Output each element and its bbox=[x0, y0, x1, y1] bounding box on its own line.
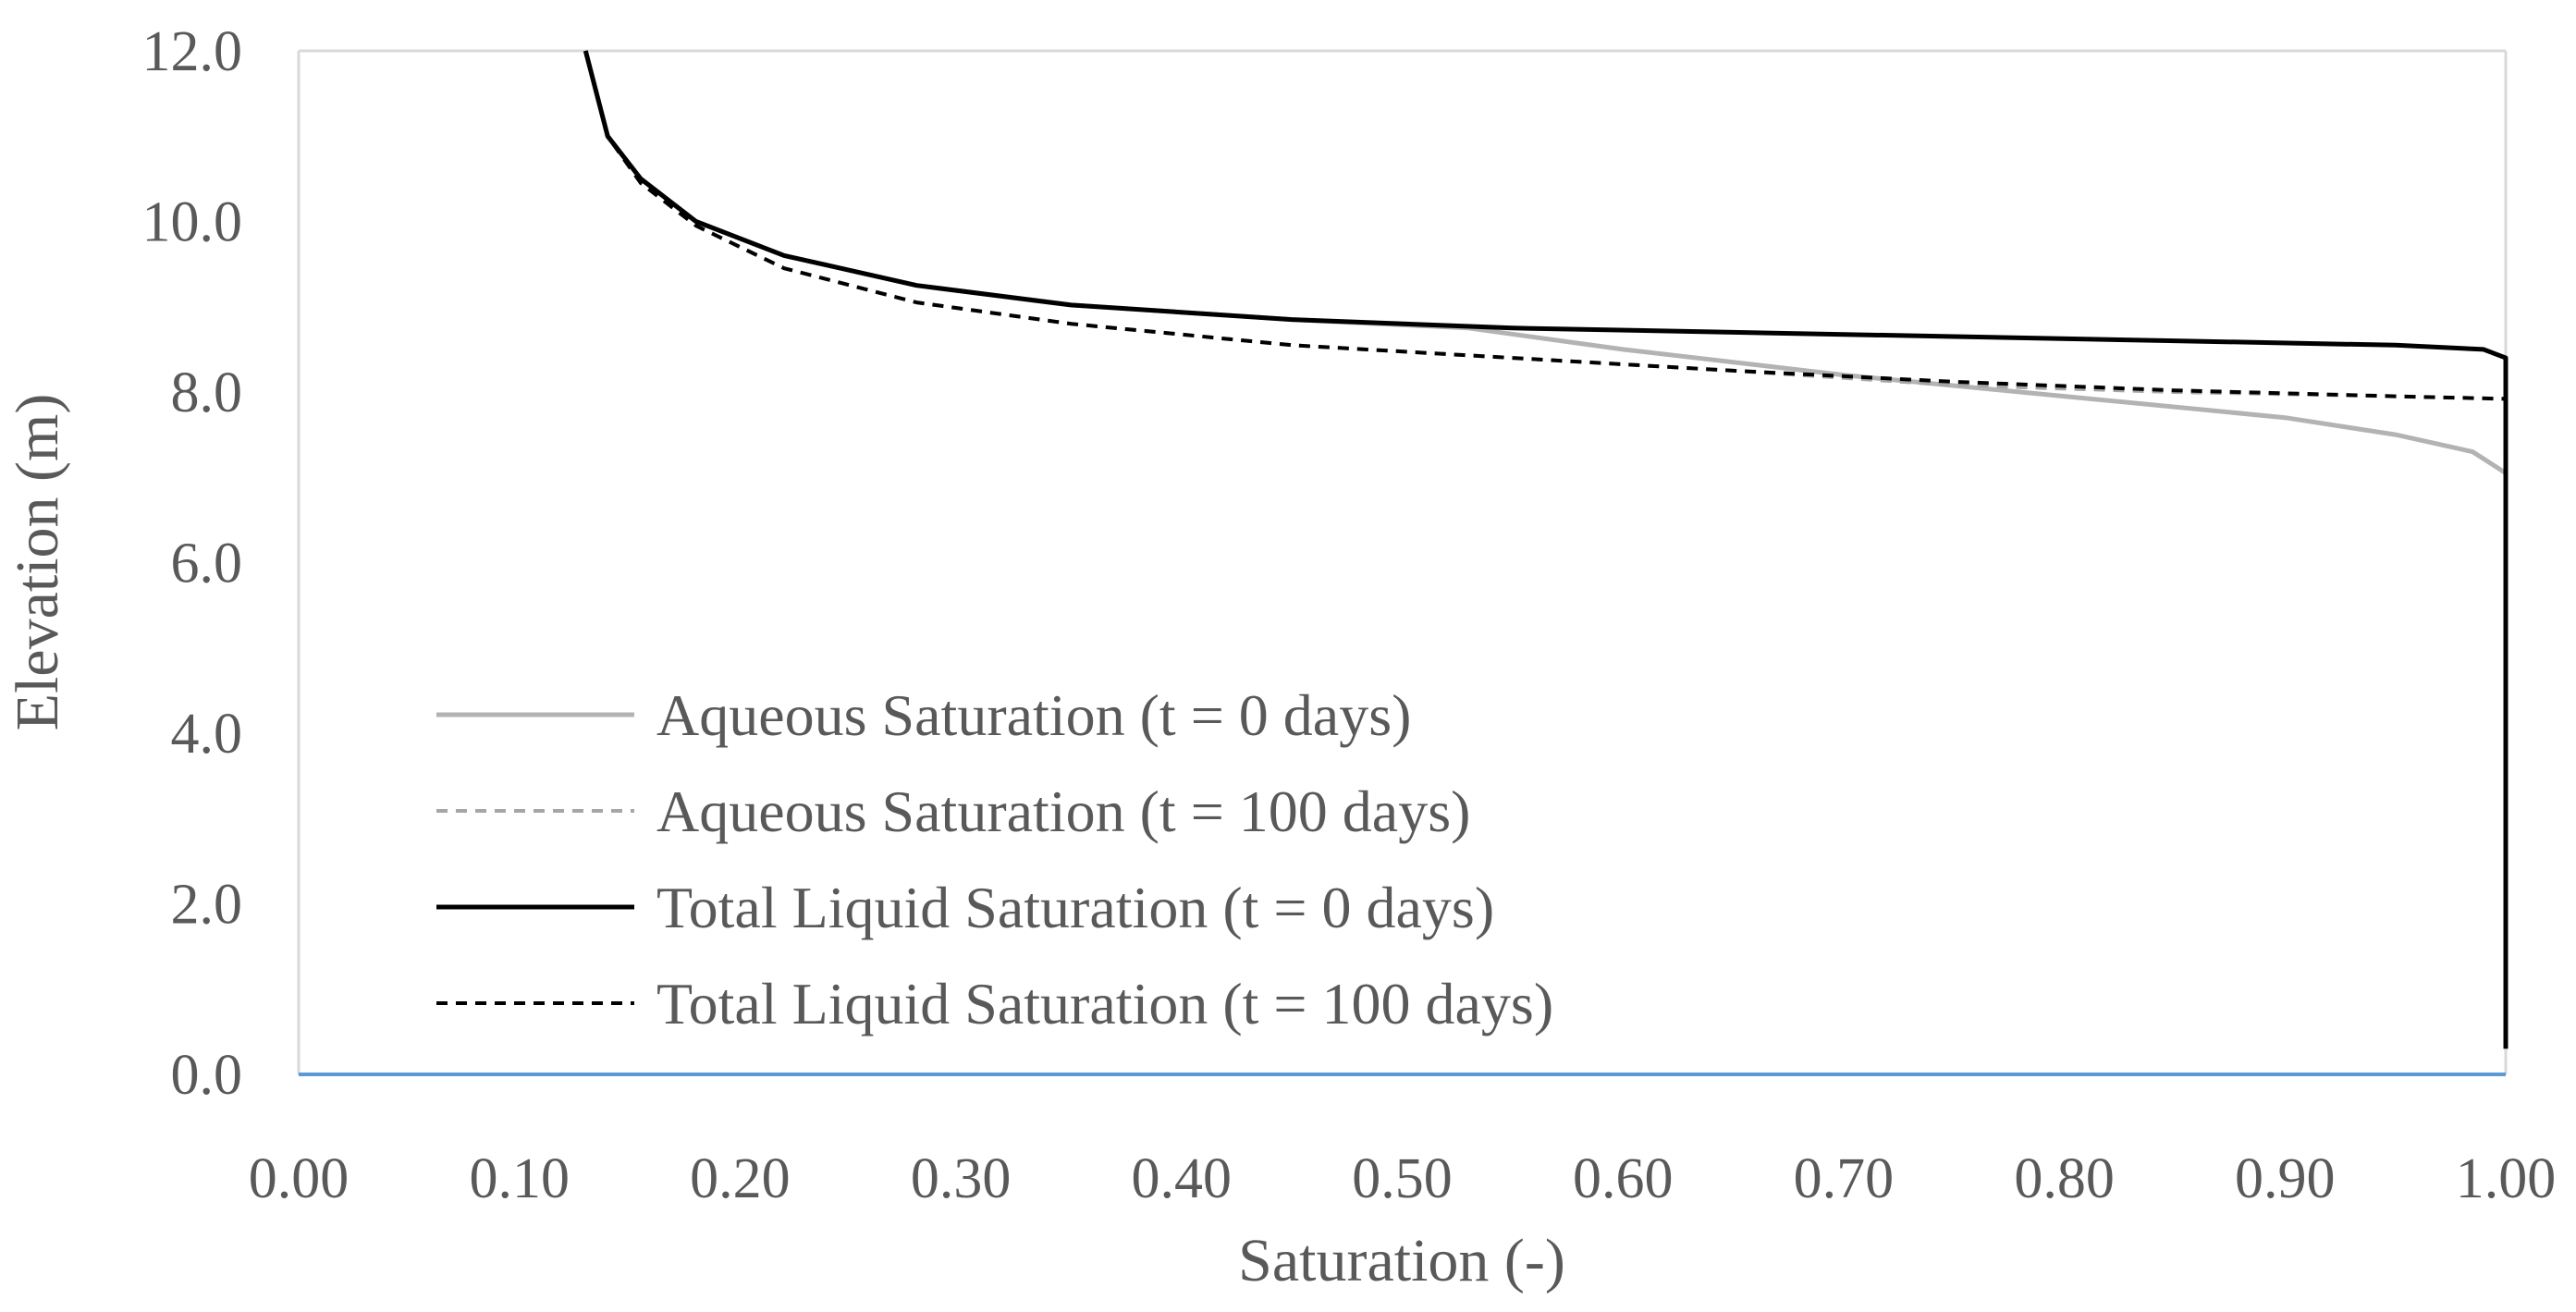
x-axis-title: Saturation (-) bbox=[1238, 1227, 1565, 1294]
series-line-4 bbox=[583, 50, 2507, 401]
y-tick-label: 12.0 bbox=[142, 20, 243, 83]
x-tick-label: 0.70 bbox=[1794, 1147, 1895, 1210]
series-layer bbox=[583, 50, 2509, 1049]
series-line-3 bbox=[583, 50, 2509, 1049]
y-tick-label: 6.0 bbox=[171, 533, 243, 595]
legend-label-4: Total Liquid Saturation (t = 100 days) bbox=[656, 971, 1553, 1036]
series-line-2 bbox=[583, 50, 2507, 401]
y-tick-label: 0.0 bbox=[171, 1044, 243, 1107]
x-tick-label: 0.90 bbox=[2235, 1147, 2336, 1210]
x-tick-label: 0.00 bbox=[249, 1147, 350, 1210]
x-tick-label: 0.50 bbox=[1352, 1147, 1453, 1210]
x-tick-label: 1.00 bbox=[2456, 1147, 2557, 1210]
x-tick-label: 0.80 bbox=[2014, 1147, 2115, 1210]
x-tick-label: 0.60 bbox=[1573, 1147, 1674, 1210]
y-tick-label: 2.0 bbox=[171, 874, 243, 937]
x-tick-label: 0.20 bbox=[690, 1147, 791, 1210]
y-tick-label: 8.0 bbox=[171, 362, 243, 424]
x-tick-label: 0.10 bbox=[469, 1147, 570, 1210]
x-tick-label: 0.40 bbox=[1132, 1147, 1233, 1210]
legend-label-1: Aqueous Saturation (t = 0 days) bbox=[656, 682, 1411, 748]
legend-label-2: Aqueous Saturation (t = 100 days) bbox=[656, 779, 1470, 844]
x-tick-labels: 0.00 0.10 0.20 0.30 0.40 0.50 0.60 0.70 0.80 0.90… bbox=[249, 1147, 2557, 1210]
y-axis-title: Elevation (m) bbox=[4, 394, 71, 731]
legend-label-3: Total Liquid Saturation (t = 0 days) bbox=[656, 875, 1494, 940]
y-tick-labels: 0.0 2.0 4.0 6.0 8.0 10.0 12.0 bbox=[142, 20, 243, 1107]
y-tick-label: 10.0 bbox=[142, 191, 243, 254]
legend: Aqueous Saturation (t = 0 days) Aqueous S… bbox=[436, 682, 1553, 1036]
x-tick-label: 0.30 bbox=[911, 1147, 1012, 1210]
y-tick-label: 4.0 bbox=[171, 703, 243, 766]
